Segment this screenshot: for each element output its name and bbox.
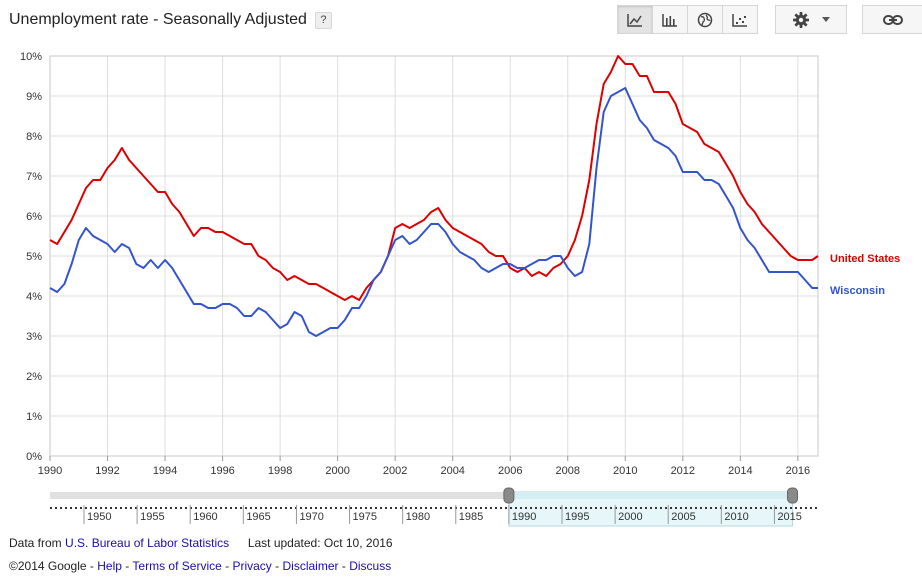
timeline-label: 1975 xyxy=(353,511,377,523)
x-tick-label: 1992 xyxy=(95,465,119,477)
timeline-label: 1995 xyxy=(565,511,589,523)
x-tick-label: 1994 xyxy=(153,465,177,477)
timeline-left-handle[interactable] xyxy=(503,487,515,504)
x-tick-label: 2010 xyxy=(613,465,637,477)
x-tick-label: 2002 xyxy=(383,465,407,477)
line-chart-button[interactable] xyxy=(617,5,653,34)
timeline-label: 1955 xyxy=(140,511,164,523)
help-link[interactable]: Help xyxy=(97,559,122,573)
source-line: Data from U.S. Bureau of Labor Statistic… xyxy=(9,536,393,550)
disclaimer-link[interactable]: Disclaimer xyxy=(282,559,339,573)
chart-type-toolbar xyxy=(617,5,758,34)
link-button[interactable] xyxy=(862,5,922,34)
x-tick-label: 2012 xyxy=(671,465,695,477)
timeline-label: 2010 xyxy=(724,511,748,523)
help-button[interactable]: ? xyxy=(314,11,332,29)
last-updated: Last updated: Oct 10, 2016 xyxy=(247,536,393,550)
timeline-label: 2000 xyxy=(618,511,642,523)
chart-title: Unemployment rate - Seasonally Adjusted xyxy=(9,11,307,28)
axes: 0% 1% 2% 3% 4% 5% 6% 7% 8% 9% 10% 1990 1992 1994 1996 1… xyxy=(20,51,810,477)
line-chart-icon xyxy=(627,13,642,27)
privacy-link[interactable]: Privacy xyxy=(232,559,272,573)
scatter-icon xyxy=(732,13,747,27)
x-tick-label: 2004 xyxy=(440,465,464,477)
globe-icon xyxy=(697,12,713,27)
y-tick-label: 3% xyxy=(26,331,42,343)
scatter-chart-button[interactable] xyxy=(722,5,758,34)
x-tick-label: 2000 xyxy=(325,465,349,477)
y-tick-label: 5% xyxy=(26,251,42,263)
timeline-selected-bar[interactable] xyxy=(508,492,793,499)
x-tick-label: 2008 xyxy=(556,465,580,477)
y-tick-label: 8% xyxy=(26,131,42,143)
legend-entry-united-states[interactable]: United States xyxy=(830,253,900,265)
terms-link[interactable]: Terms of Service xyxy=(132,559,222,573)
x-tick-label: 2016 xyxy=(786,465,810,477)
gridlines xyxy=(49,55,819,457)
series-line-wisconsin[interactable] xyxy=(49,87,818,337)
x-tick-label: 2014 xyxy=(728,465,752,477)
y-tick-label: 1% xyxy=(26,411,42,423)
timeline-label: 2005 xyxy=(671,511,695,523)
gear-icon xyxy=(793,11,809,28)
y-tick-label: 10% xyxy=(20,51,42,63)
timeline-label: 1970 xyxy=(299,511,323,523)
timeline-right-handle[interactable] xyxy=(787,487,799,504)
x-tick-label: 1996 xyxy=(210,465,234,477)
timeline-label: 1950 xyxy=(87,511,111,523)
x-tick-label: 2006 xyxy=(498,465,522,477)
series-line-united-states[interactable] xyxy=(49,55,819,301)
x-tick-label: 1998 xyxy=(268,465,292,477)
timeline-label: 2015 xyxy=(777,511,801,523)
timeline-label: 1960 xyxy=(193,511,217,523)
y-tick-label: 2% xyxy=(26,371,42,383)
y-tick-label: 7% xyxy=(26,171,42,183)
x-tick-label: 1990 xyxy=(38,465,62,477)
map-button[interactable] xyxy=(687,5,723,34)
settings-button[interactable] xyxy=(775,5,847,34)
timeline-range-selector[interactable]: 1950 1955 1960 1965 1970 1975 1980 1985 1990 1995… xyxy=(50,487,818,527)
bar-chart-button[interactable] xyxy=(652,5,688,34)
data-from-label: Data from xyxy=(9,536,62,550)
chart-header: Unemployment rate - Seasonally Adjusted … xyxy=(9,11,332,29)
legend-entry-wisconsin[interactable]: Wisconsin xyxy=(830,285,885,297)
discuss-link[interactable]: Discuss xyxy=(349,559,392,573)
series-lines xyxy=(49,55,819,337)
caret-down-icon xyxy=(822,17,830,22)
legend: United States Wisconsin xyxy=(830,253,900,297)
timeline-label: 1990 xyxy=(512,511,536,523)
y-tick-label: 4% xyxy=(26,291,42,303)
footer-links: ©2014 Google - Help - Terms of Service -… xyxy=(9,559,392,573)
y-tick-label: 6% xyxy=(26,211,42,223)
timeline-label: 1980 xyxy=(406,511,430,523)
y-tick-label: 0% xyxy=(26,451,42,463)
source-link[interactable]: U.S. Bureau of Labor Statistics xyxy=(65,536,230,550)
link-icon xyxy=(883,14,903,25)
timeline-label: 1985 xyxy=(459,511,483,523)
y-tick-label: 9% xyxy=(26,91,42,103)
timeline-track[interactable] xyxy=(50,492,509,499)
copyright: ©2014 Google xyxy=(9,559,87,573)
bar-chart-icon xyxy=(662,13,677,27)
timeline-label: 1965 xyxy=(246,511,270,523)
